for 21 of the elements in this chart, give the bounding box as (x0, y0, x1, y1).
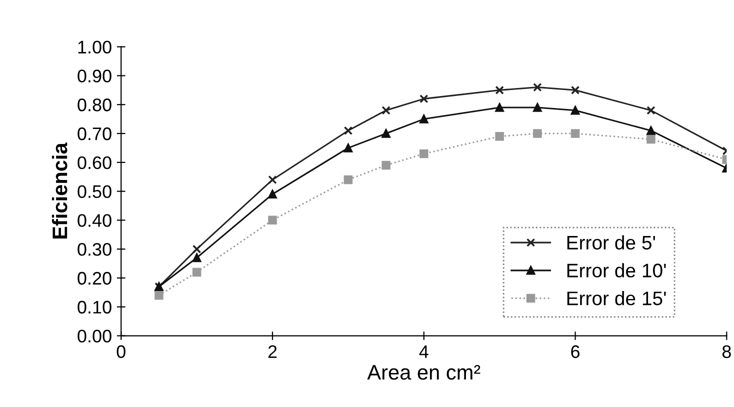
y-tick-label: 0.90 (78, 70, 112, 82)
y-tick-label: 0.70 (78, 127, 112, 140)
y-tick-label: 0.20 (78, 272, 112, 285)
legend-label: Error de 5' (567, 235, 655, 250)
y-tick-label: 0.30 (78, 243, 112, 256)
x-tick-label: 2 (268, 345, 277, 358)
y-tick-label: 0.80 (78, 98, 112, 112)
x-tick-label: 8 (722, 345, 731, 358)
y-tick-label: 0.40 (78, 214, 112, 227)
legend-label: Error de 10' (567, 263, 666, 278)
y-axis-title: Eficiencia (52, 142, 68, 239)
y-tick-label: 0.00 (78, 330, 112, 342)
x-tick-label: 0 (116, 345, 126, 358)
y-tick-label: 1.00 (78, 40, 112, 54)
x-tick-label: 6 (571, 345, 580, 358)
legend-label: Error de 15' (567, 290, 666, 306)
x-tick-label: 4 (419, 345, 428, 358)
x-axis-title: Area en cm² (367, 365, 480, 380)
y-tick-label: 0.50 (78, 185, 112, 198)
y-tick-label: 0.10 (78, 300, 112, 314)
y-tick-label: 0.60 (78, 156, 112, 170)
